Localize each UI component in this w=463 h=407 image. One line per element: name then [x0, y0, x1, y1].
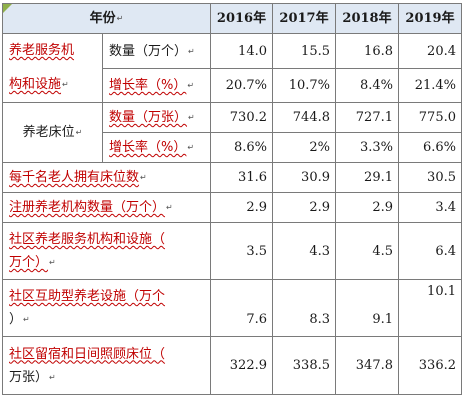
value-cell: 21.4%: [398, 68, 462, 103]
table-row: 养老服务机 构和设施↵ 数量（万个）↵ 14.0 15.5 16.8 20.4: [2, 32, 462, 103]
table-row: 社区留宿和日间照顾床位（ 万张）↵ 322.9 338.5 347.8 336.…: [2, 336, 462, 395]
value-cell: 6.4: [398, 222, 462, 280]
value-cell: 4.3: [272, 222, 336, 280]
value-cell: 29.1: [335, 162, 399, 193]
header-year-2016: 2016年: [210, 3, 273, 34]
value-cell: 2%: [272, 132, 336, 163]
value-cell: 3.3%: [335, 132, 399, 163]
value-cell: 8.4%: [335, 68, 399, 103]
group-label-line1: 养老服务机: [9, 43, 75, 58]
value-cell: 30.9: [272, 162, 336, 193]
header-year-label-cell: 年份↵: [2, 3, 211, 34]
value-cell: 15.5: [272, 32, 336, 70]
value-cell: 730.2: [210, 102, 273, 133]
table-row: 增长率（%）↵ 20.7% 10.7% 8.4% 21.4%: [3, 68, 462, 103]
row-sub-label: 数量（万张）↵: [102, 102, 211, 133]
row-label: 注册养老机构数量（万个）↵: [2, 192, 211, 223]
header-year-2019: 2019年: [398, 3, 462, 34]
row-label: 社区互助型养老设施（万个 ）↵: [2, 279, 211, 337]
value-cell: 3.5: [210, 222, 273, 280]
value-cell: 16.8: [335, 32, 399, 70]
value-cell: 8.3: [272, 279, 336, 337]
value-cell: 10.1: [398, 279, 462, 337]
value-cell: 14.0: [210, 32, 273, 70]
value-cell: 20.7%: [210, 68, 273, 103]
value-cell: 744.8: [272, 102, 336, 133]
value-cell: 336.2: [398, 336, 462, 395]
row-group-label: 养老服务机 构和设施↵: [2, 33, 103, 103]
comment-marker-icon: [3, 4, 12, 13]
row-sub-label: 增长率（%）↵: [102, 132, 211, 163]
header-row: 年份↵ 2016年 2017年 2018年 2019年: [2, 3, 462, 34]
table-row: 社区互助型养老设施（万个 ）↵ 7.6 8.3 9.1 10.1: [2, 279, 462, 337]
table-row: 每千名老人拥有床位数↵ 31.6 30.9 29.1 30.5: [2, 162, 462, 193]
header-year-2017: 2017年: [272, 3, 336, 34]
group-label-line2: 构和设施: [9, 77, 62, 92]
row-group-label: 养老床位↵: [2, 102, 103, 163]
value-cell: 30.5: [398, 162, 462, 193]
table-row: 养老床位↵ 数量（万张）↵ 730.2 744.8 727.1 775.0: [2, 102, 462, 163]
value-cell: 2.9: [272, 192, 336, 223]
table-row: 注册养老机构数量（万个）↵ 2.9 2.9 2.9 3.4: [2, 192, 462, 223]
value-cell: 2.9: [210, 192, 273, 223]
paragraph-mark-icon: ↵: [116, 14, 124, 23]
value-cell: 9.1: [335, 279, 399, 337]
table-row: 社区养老服务机构和设施（ 万个）↵ 3.5 4.3 4.5 6.4: [2, 222, 462, 280]
value-cell: 338.5: [272, 336, 336, 395]
header-year-2018: 2018年: [335, 3, 399, 34]
value-cell: 8.6%: [210, 132, 273, 163]
row-label: 每千名老人拥有床位数↵: [2, 162, 211, 193]
row-label: 社区养老服务机构和设施（ 万个）↵: [2, 222, 211, 280]
value-cell: 31.6: [210, 162, 273, 193]
value-cell: 6.6%: [398, 132, 462, 163]
table-row: 增长率（%）↵ 8.6% 2% 3.3% 6.6%: [3, 132, 462, 163]
value-cell: 2.9: [335, 192, 399, 223]
row-sub-label: 增长率（%）↵: [102, 68, 211, 103]
value-cell: 775.0: [398, 102, 462, 133]
elderly-care-table: 年份↵ 2016年 2017年 2018年 2019年 养老服务机 构和设施↵ …: [2, 3, 462, 395]
value-cell: 20.4: [398, 32, 462, 70]
value-cell: 7.6: [210, 279, 273, 337]
row-sub-label: 数量（万个）↵: [102, 32, 211, 70]
value-cell: 10.7%: [272, 68, 336, 103]
header-year-label: 年份: [89, 11, 116, 26]
value-cell: 727.1: [335, 102, 399, 133]
value-cell: 3.4: [398, 192, 462, 223]
value-cell: 4.5: [335, 222, 399, 280]
row-label: 社区留宿和日间照顾床位（ 万张）↵: [2, 336, 211, 395]
value-cell: 322.9: [210, 336, 273, 395]
value-cell: 347.8: [335, 336, 399, 395]
